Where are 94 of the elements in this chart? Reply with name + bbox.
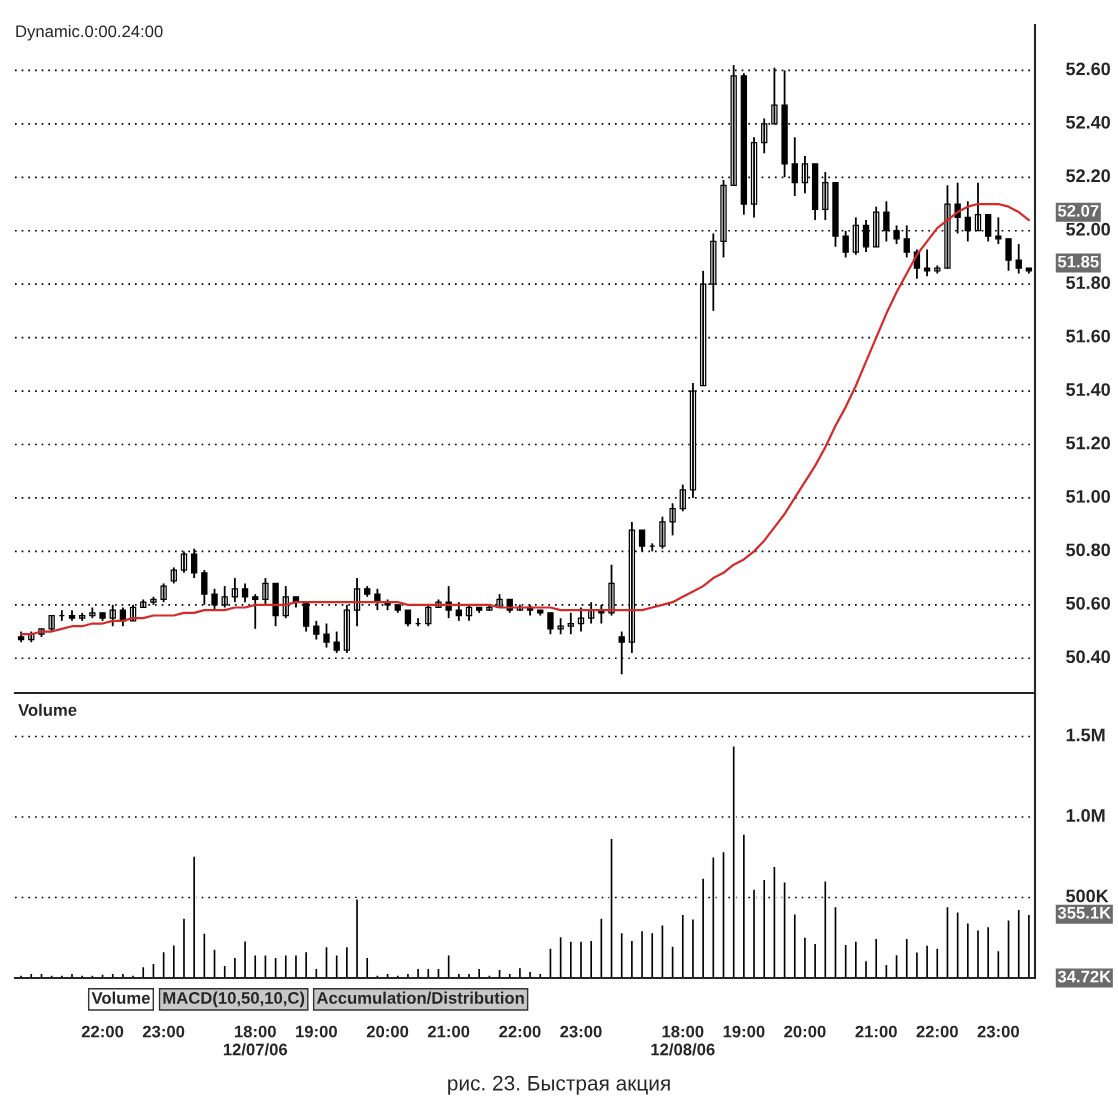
bar xyxy=(222,964,227,978)
bar xyxy=(497,968,502,978)
bar xyxy=(202,932,207,978)
bar xyxy=(446,954,451,978)
bar xyxy=(955,911,960,978)
bar xyxy=(599,917,604,978)
bar xyxy=(385,972,390,978)
candlestick xyxy=(323,622,330,649)
bar xyxy=(1016,908,1021,978)
bar xyxy=(894,953,899,978)
x-tick-label: 19:00 xyxy=(723,1025,765,1038)
bar xyxy=(802,936,808,978)
y-tick-label: 1.5M xyxy=(1066,728,1105,742)
candlestick xyxy=(1005,237,1012,272)
bar xyxy=(670,945,675,978)
y-tick-label: 51.00 xyxy=(1066,490,1110,503)
bar xyxy=(843,943,848,978)
x-tick-label: 23:00 xyxy=(142,1025,185,1038)
bar xyxy=(263,954,268,978)
candlestick xyxy=(547,611,554,636)
x-tick-label: 18:00 12/08/06 xyxy=(651,1025,715,1056)
bar xyxy=(181,917,187,978)
y-tick-label: 51.60 xyxy=(1066,329,1110,343)
x-tick-label: 21:00 xyxy=(427,1025,470,1038)
y-tick-label: 52.40 xyxy=(1066,115,1110,129)
bar xyxy=(151,962,156,978)
y-tick-label: 500K xyxy=(1066,889,1109,903)
bar xyxy=(558,935,563,978)
bar xyxy=(741,833,747,978)
text: Accumulation/Distribution xyxy=(316,991,524,1005)
bar xyxy=(29,972,34,978)
text: 51.85 xyxy=(1057,255,1099,268)
bar xyxy=(568,940,574,978)
bar xyxy=(90,974,95,978)
bar xyxy=(487,974,492,978)
x-tick-label: 23:00 xyxy=(560,1025,602,1038)
bar xyxy=(100,973,105,978)
text: MACD(10,50,10,C) xyxy=(163,991,305,1008)
bar xyxy=(39,972,44,978)
text: 52.07 xyxy=(1057,204,1099,217)
y-tick-label: 52.60 xyxy=(1066,62,1110,76)
bar xyxy=(700,877,706,978)
x-tick-label: 23:00 xyxy=(977,1025,1019,1038)
bar xyxy=(161,950,166,978)
y-tick-label: 51.20 xyxy=(1066,436,1110,450)
x-tick-label: 20:00 xyxy=(366,1025,409,1038)
x-tick-label: 22:00 xyxy=(81,1025,124,1038)
bar xyxy=(578,940,584,978)
x-tick-label: 19:00 xyxy=(296,1025,337,1038)
text: Volume xyxy=(18,703,77,716)
candlestick xyxy=(262,577,269,606)
bar xyxy=(945,905,950,978)
candlestick xyxy=(893,224,900,246)
x-tick-label: 18:00 12/07/06 xyxy=(223,1025,288,1056)
bar xyxy=(1006,919,1011,978)
y-tick-label: 1.0M xyxy=(1066,809,1105,822)
bar xyxy=(426,967,431,978)
bar xyxy=(548,947,553,978)
candlestick xyxy=(832,181,839,248)
text: 34.72K xyxy=(1057,970,1112,983)
bar xyxy=(375,974,380,978)
y-tick-label: 52.20 xyxy=(1066,169,1110,183)
y-tick-label: 51.80 xyxy=(1066,276,1110,290)
bar xyxy=(619,931,624,978)
bar xyxy=(324,945,329,978)
bar xyxy=(436,967,441,978)
chart-title: Dynamic.0:00.24:00 xyxy=(16,25,163,41)
text: рис. 23. Быстрая акция xyxy=(448,1075,670,1095)
bar xyxy=(49,974,54,978)
y-tick-label: 52.00 xyxy=(1066,222,1110,236)
bar xyxy=(314,967,319,978)
x-tick-label: 22:00 xyxy=(916,1025,958,1038)
x-tick-label: 20:00 xyxy=(784,1025,826,1038)
bar xyxy=(884,963,889,978)
x-tick-label: 21:00 xyxy=(855,1025,897,1038)
bar xyxy=(334,954,339,978)
bar xyxy=(935,947,940,978)
y-tick-label: 50.80 xyxy=(1066,543,1110,557)
y-tick-label: 51.40 xyxy=(1066,383,1110,396)
y-tick-label: 50.40 xyxy=(1066,650,1110,664)
candlestick xyxy=(659,515,666,550)
y-tick-label: 50.60 xyxy=(1066,596,1110,610)
bar xyxy=(660,924,665,978)
text: 355.1K xyxy=(1057,906,1112,919)
text: Volume xyxy=(91,991,150,1004)
bar xyxy=(792,913,797,978)
bar xyxy=(853,940,859,978)
bar xyxy=(212,948,217,978)
bar xyxy=(772,865,777,978)
bar xyxy=(273,956,278,978)
bar xyxy=(721,850,726,978)
bar xyxy=(996,949,1001,978)
bar xyxy=(833,905,838,978)
x-tick-label: 22:00 xyxy=(499,1025,541,1038)
